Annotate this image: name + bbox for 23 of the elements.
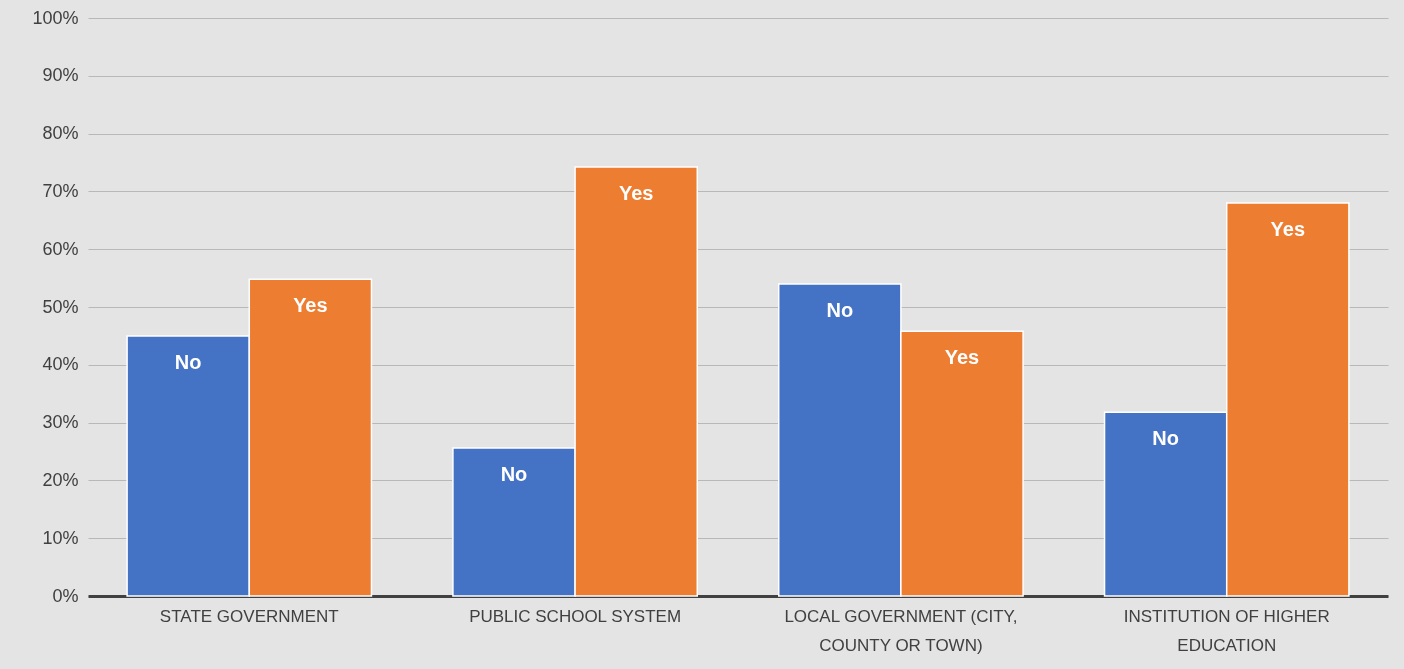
x-tick-label: LOCAL GOVERNMENT (CITY, COUNTY OR TOWN) xyxy=(784,606,1018,655)
y-tick-label: 50% xyxy=(42,296,79,317)
text: No xyxy=(826,298,854,321)
y-tick-label: 20% xyxy=(42,469,79,490)
y-tick-label: 80% xyxy=(42,123,79,144)
y-tick-label: 10% xyxy=(42,527,79,548)
x-tick-label: PUBLIC SCHOOL SYSTEM xyxy=(469,606,682,626)
text: No xyxy=(500,463,528,486)
text: Yes xyxy=(944,346,980,369)
text: No xyxy=(1152,427,1179,450)
text: Yes xyxy=(618,182,654,205)
y-tick-label: 30% xyxy=(42,412,79,433)
y-tick-label: 40% xyxy=(42,354,79,375)
series-label: Yes xyxy=(293,294,328,317)
y-tick-label: 0% xyxy=(52,585,79,606)
text: Yes xyxy=(1270,217,1306,240)
x-tick-label: INSTITUTION OF HIGHER EDUCATION xyxy=(1123,606,1330,655)
series-label: No xyxy=(174,350,202,373)
y-tick-label: 70% xyxy=(42,180,79,201)
y-tick-label: 60% xyxy=(42,238,79,259)
y-tick-label: 90% xyxy=(42,65,79,86)
x-tick-label: STATE GOVERNMENT xyxy=(159,606,339,626)
y-tick-label: 100% xyxy=(32,7,79,28)
